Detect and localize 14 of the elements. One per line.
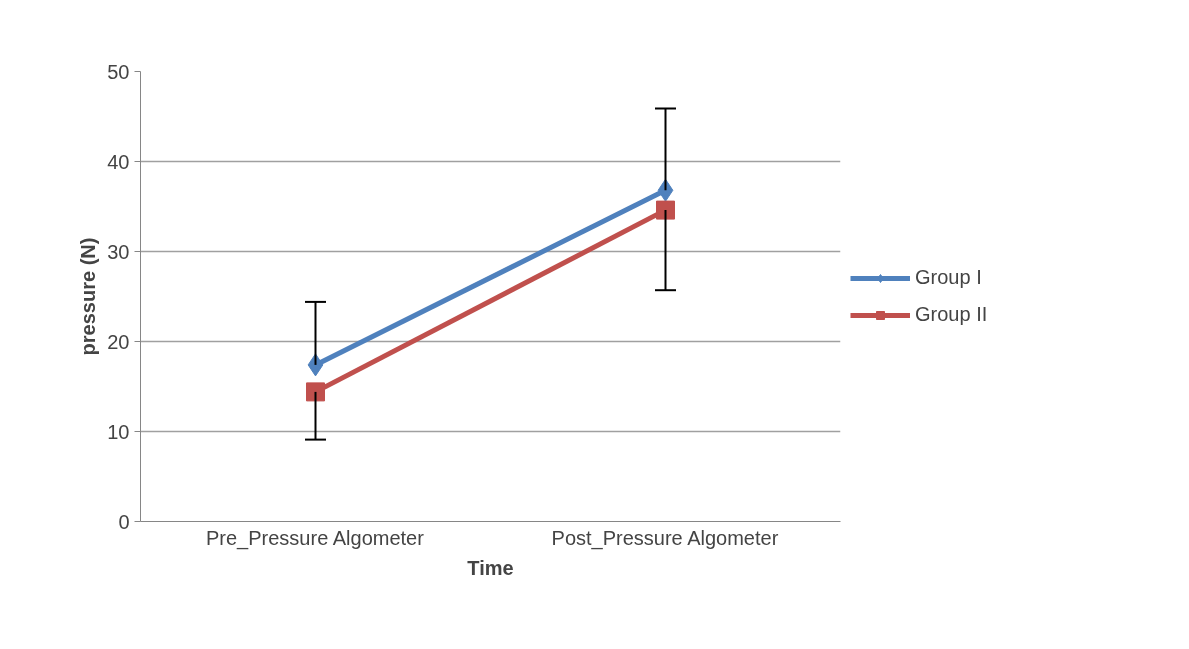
point <box>306 382 325 402</box>
x-axis-title: Time <box>467 556 514 579</box>
y-tick-label: 50 <box>107 60 130 83</box>
legend-label: Group II <box>915 303 988 326</box>
y-axis-title: pressure (N) <box>77 237 100 356</box>
legend-label: Group I <box>915 266 982 289</box>
point <box>656 200 675 220</box>
y-tick-label: 30 <box>107 240 130 263</box>
y-tick-label: 10 <box>107 420 130 443</box>
x-tick-label: Pre_Pressure Algometer <box>206 526 425 550</box>
y-tick-label: 0 <box>118 510 130 533</box>
x-tick-label: Post_Pressure Algometer <box>551 526 779 550</box>
y-tick-label: 20 <box>107 330 130 353</box>
y-tick-label: 40 <box>107 150 130 173</box>
